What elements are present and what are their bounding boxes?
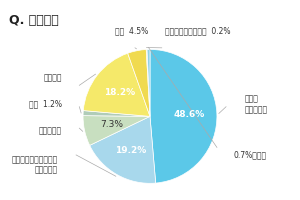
Text: 個人事業主: 個人事業主	[38, 127, 61, 136]
Wedge shape	[83, 111, 150, 116]
Wedge shape	[83, 116, 150, 145]
Text: Q. 職業は？: Q. 職業は？	[9, 14, 59, 27]
Wedge shape	[128, 50, 150, 116]
Text: 会社員
（正社員）: 会社員 （正社員）	[245, 95, 268, 114]
Text: 無職  4.5%: 無職 4.5%	[115, 26, 148, 35]
Wedge shape	[83, 53, 150, 116]
Text: 18.2%: 18.2%	[104, 88, 135, 97]
Wedge shape	[90, 116, 156, 183]
Text: 0.7%公務員: 0.7%公務員	[234, 151, 267, 160]
Text: フリーター（パート）
・契約社員: フリーター（パート） ・契約社員	[11, 155, 58, 174]
Text: 19.2%: 19.2%	[115, 146, 146, 155]
Text: 7.3%: 7.3%	[100, 120, 124, 129]
Text: 専業主婦: 専業主婦	[43, 73, 62, 82]
Text: 48.6%: 48.6%	[173, 110, 204, 119]
Wedge shape	[150, 49, 217, 183]
Text: 学生  1.2%: 学生 1.2%	[28, 100, 61, 109]
Wedge shape	[146, 50, 150, 116]
Wedge shape	[147, 49, 150, 116]
Text: その他（複数回答）  0.2%: その他（複数回答） 0.2%	[165, 26, 230, 35]
